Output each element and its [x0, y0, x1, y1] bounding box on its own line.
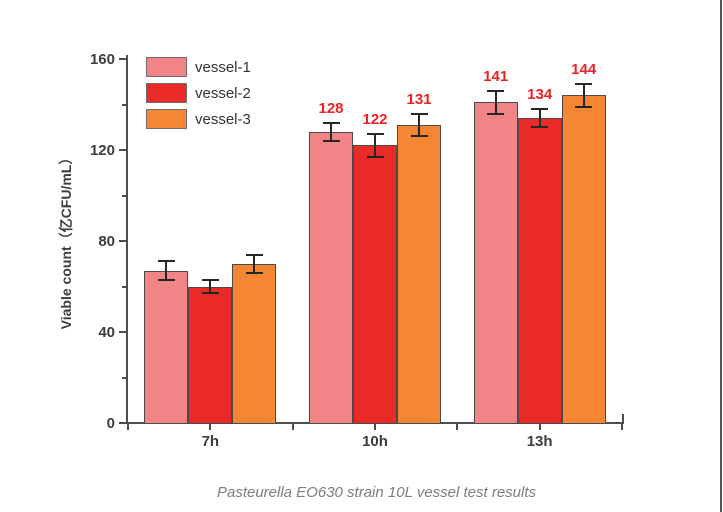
error-bar — [418, 113, 420, 137]
x-tick — [538, 424, 541, 430]
y-axis-line — [126, 55, 128, 424]
bar — [517, 118, 562, 424]
y-tick-label: 80 — [98, 233, 115, 250]
legend-label: vessel-1 — [195, 58, 251, 76]
bar-value-label: 144 — [571, 61, 597, 79]
error-bar — [538, 109, 541, 128]
error-bar — [245, 271, 263, 274]
x-tick — [456, 424, 459, 430]
error-bar — [201, 292, 219, 295]
error-bar — [245, 253, 263, 256]
error-bar — [157, 260, 175, 263]
error-bar — [165, 261, 168, 280]
error-bar — [494, 90, 497, 114]
bar-value-label: 131 — [406, 90, 432, 108]
legend-label: vessel-3 — [195, 110, 251, 128]
x-tick-label: 10h — [362, 433, 388, 450]
bar-value-label: 122 — [362, 111, 388, 129]
error-bar — [575, 83, 593, 86]
error-bar — [366, 133, 384, 136]
legend-swatch — [146, 57, 187, 77]
error-bar — [487, 89, 505, 92]
error-bar — [322, 139, 340, 142]
y-tick-label: 120 — [89, 142, 115, 159]
x-tick — [209, 424, 212, 430]
y-minor-tick — [122, 194, 126, 197]
legend-swatch — [146, 109, 187, 129]
bar — [397, 124, 441, 424]
y-tick — [119, 149, 126, 151]
x-axis-end-tick — [622, 414, 624, 422]
y-tick-label: 40 — [98, 324, 115, 341]
x-tick — [374, 424, 376, 430]
legend-label: vessel-2 — [195, 84, 251, 102]
bar — [309, 131, 353, 424]
x-tick — [621, 424, 623, 430]
error-bar — [201, 278, 219, 281]
bar — [232, 263, 277, 424]
error-bar — [366, 155, 384, 158]
y-axis-title: Viable count（亿CFU/mL） — [58, 150, 74, 330]
bar-value-label: 128 — [318, 99, 344, 117]
error-bar — [157, 278, 175, 281]
error-bar — [209, 279, 212, 294]
legend-item: vessel-1 — [146, 57, 251, 77]
x-tick — [127, 424, 129, 430]
legend-swatch — [146, 83, 187, 103]
bar — [353, 145, 397, 424]
error-bar — [374, 134, 376, 157]
error-bar — [410, 135, 428, 138]
y-minor-tick — [122, 285, 126, 288]
chart-caption: Pasteurella EO630 strain 10L vessel test… — [216, 484, 537, 501]
error-bar — [575, 105, 593, 108]
y-tick — [119, 422, 126, 424]
y-minor-tick — [122, 376, 126, 379]
y-tick — [119, 240, 126, 242]
error-bar — [531, 108, 549, 111]
bar — [144, 270, 189, 424]
legend-item: vessel-3 — [146, 109, 251, 129]
x-tick-label: 7h — [201, 433, 220, 450]
y-tick — [119, 331, 126, 333]
y-minor-tick — [122, 103, 126, 106]
bar — [473, 102, 518, 424]
error-bar — [253, 254, 256, 273]
bar — [188, 286, 233, 424]
error-bar — [487, 112, 505, 115]
y-tick — [119, 58, 126, 60]
bar-value-label: 134 — [527, 86, 553, 104]
error-bar — [330, 122, 332, 141]
bar-value-label: 141 — [483, 67, 509, 85]
error-bar — [531, 126, 549, 129]
x-tick-label: 13h — [526, 433, 553, 450]
y-tick-label: 160 — [89, 51, 115, 68]
x-tick — [291, 424, 294, 430]
error-bar — [322, 121, 340, 124]
page-right-border — [720, 0, 722, 512]
legend-item: vessel-2 — [146, 83, 251, 103]
error-bar — [410, 112, 428, 115]
y-tick-label: 0 — [106, 415, 115, 432]
error-bar — [582, 84, 585, 107]
chart-legend: vessel-1 vessel-2 vessel-3 — [146, 57, 251, 135]
bar — [561, 95, 606, 424]
